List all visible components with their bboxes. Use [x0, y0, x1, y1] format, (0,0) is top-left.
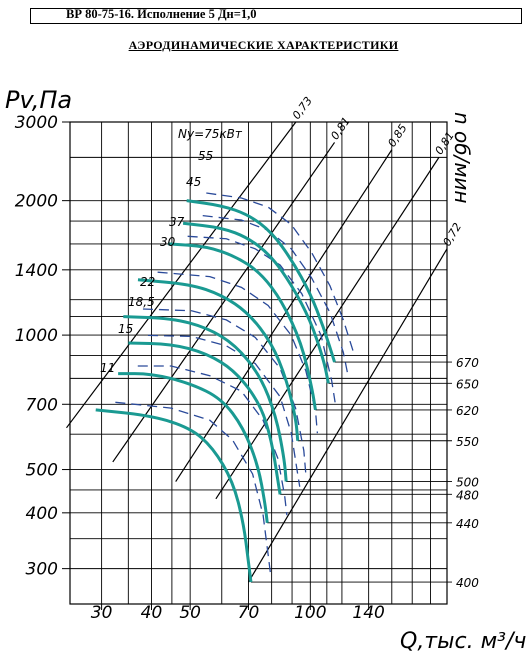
power-label: 45 [186, 175, 201, 189]
rpm-label: 550 [456, 435, 479, 449]
rpm-label: 440 [456, 517, 479, 531]
efficiency-line [66, 121, 297, 429]
power-curve [206, 192, 355, 355]
power-label: 22 [140, 275, 155, 289]
y-tick-label: 2000 [15, 192, 58, 212]
y-tick-label: 700 [26, 395, 58, 415]
efficiency-label: 0,85 [385, 122, 409, 150]
y2-axis-label: n об/мин [450, 112, 474, 204]
rpm-reference-lines [250, 361, 452, 583]
rpm-curve [137, 278, 300, 441]
efficiency-line [247, 248, 448, 583]
x-axis-label: Q,тыс. м³/ч [400, 629, 526, 654]
y-tick-label: 3000 [15, 113, 58, 133]
x-tick-label: 40 [141, 603, 163, 623]
rpm-label: 400 [456, 576, 479, 590]
rpm-label: 620 [456, 404, 479, 418]
grid-lines [70, 121, 447, 604]
efficiency-label: 0,72 [440, 221, 464, 249]
power-label: 30 [160, 235, 176, 249]
x-tick-label: 70 [238, 603, 260, 623]
rpm-curve [128, 341, 282, 495]
rpm-curve [182, 221, 330, 384]
plot-frame [69, 121, 448, 605]
power-label: 37 [169, 215, 185, 229]
efficiency-line [175, 149, 393, 482]
power-curve [137, 365, 288, 516]
efficiency-line [215, 157, 440, 500]
power-label: 55 [198, 149, 213, 163]
x-tick-label: 30 [91, 603, 113, 623]
power-label: 18,5 [128, 295, 155, 309]
efficiency-lines [66, 121, 448, 583]
x-tick-label: 100 [294, 603, 326, 623]
y-tick-label: 300 [26, 560, 58, 580]
rpm-label: 480 [456, 488, 479, 502]
rpm-curves [95, 199, 336, 583]
header-frame [30, 8, 522, 24]
y-tick-label: 1000 [15, 326, 58, 346]
efficiency-label: 0,81 [328, 115, 353, 143]
rpm-curve [118, 372, 269, 523]
document-header: ВР 80-75-16. Исполнение 5 Дн=1,0 [66, 7, 257, 21]
efficiency-line [112, 142, 336, 463]
power-curve [187, 235, 336, 403]
y-tick-label: 1400 [15, 261, 58, 281]
rpm-curve [167, 242, 317, 411]
rpm-curve [95, 408, 253, 583]
y-axis-label: Pv,Па [5, 86, 72, 114]
chart-title: АЭРОДИНАМИЧЕСКИЕ ХАРАКТЕРИСТИКИ [128, 38, 399, 52]
rpm-curve [186, 199, 336, 363]
rpm-curve [123, 315, 288, 482]
power-curve [115, 401, 272, 575]
power-label: 11 [100, 361, 115, 375]
efficiency-label: 0,73 [290, 94, 315, 121]
power-curve [202, 214, 349, 376]
y-tick-label: 400 [26, 504, 58, 524]
x-tick-label: 140 [352, 603, 384, 623]
rpm-label: 500 [456, 476, 479, 490]
x-tick-label: 50 [179, 603, 201, 623]
power-curve [142, 308, 307, 474]
power-label: Ny=75кВт [178, 127, 243, 141]
power-curve [147, 334, 301, 487]
rpm-label: 650 [456, 377, 479, 391]
y-tick-label: 500 [26, 461, 58, 481]
rpm-label: 670 [456, 356, 479, 370]
power-label: 15 [118, 322, 133, 336]
